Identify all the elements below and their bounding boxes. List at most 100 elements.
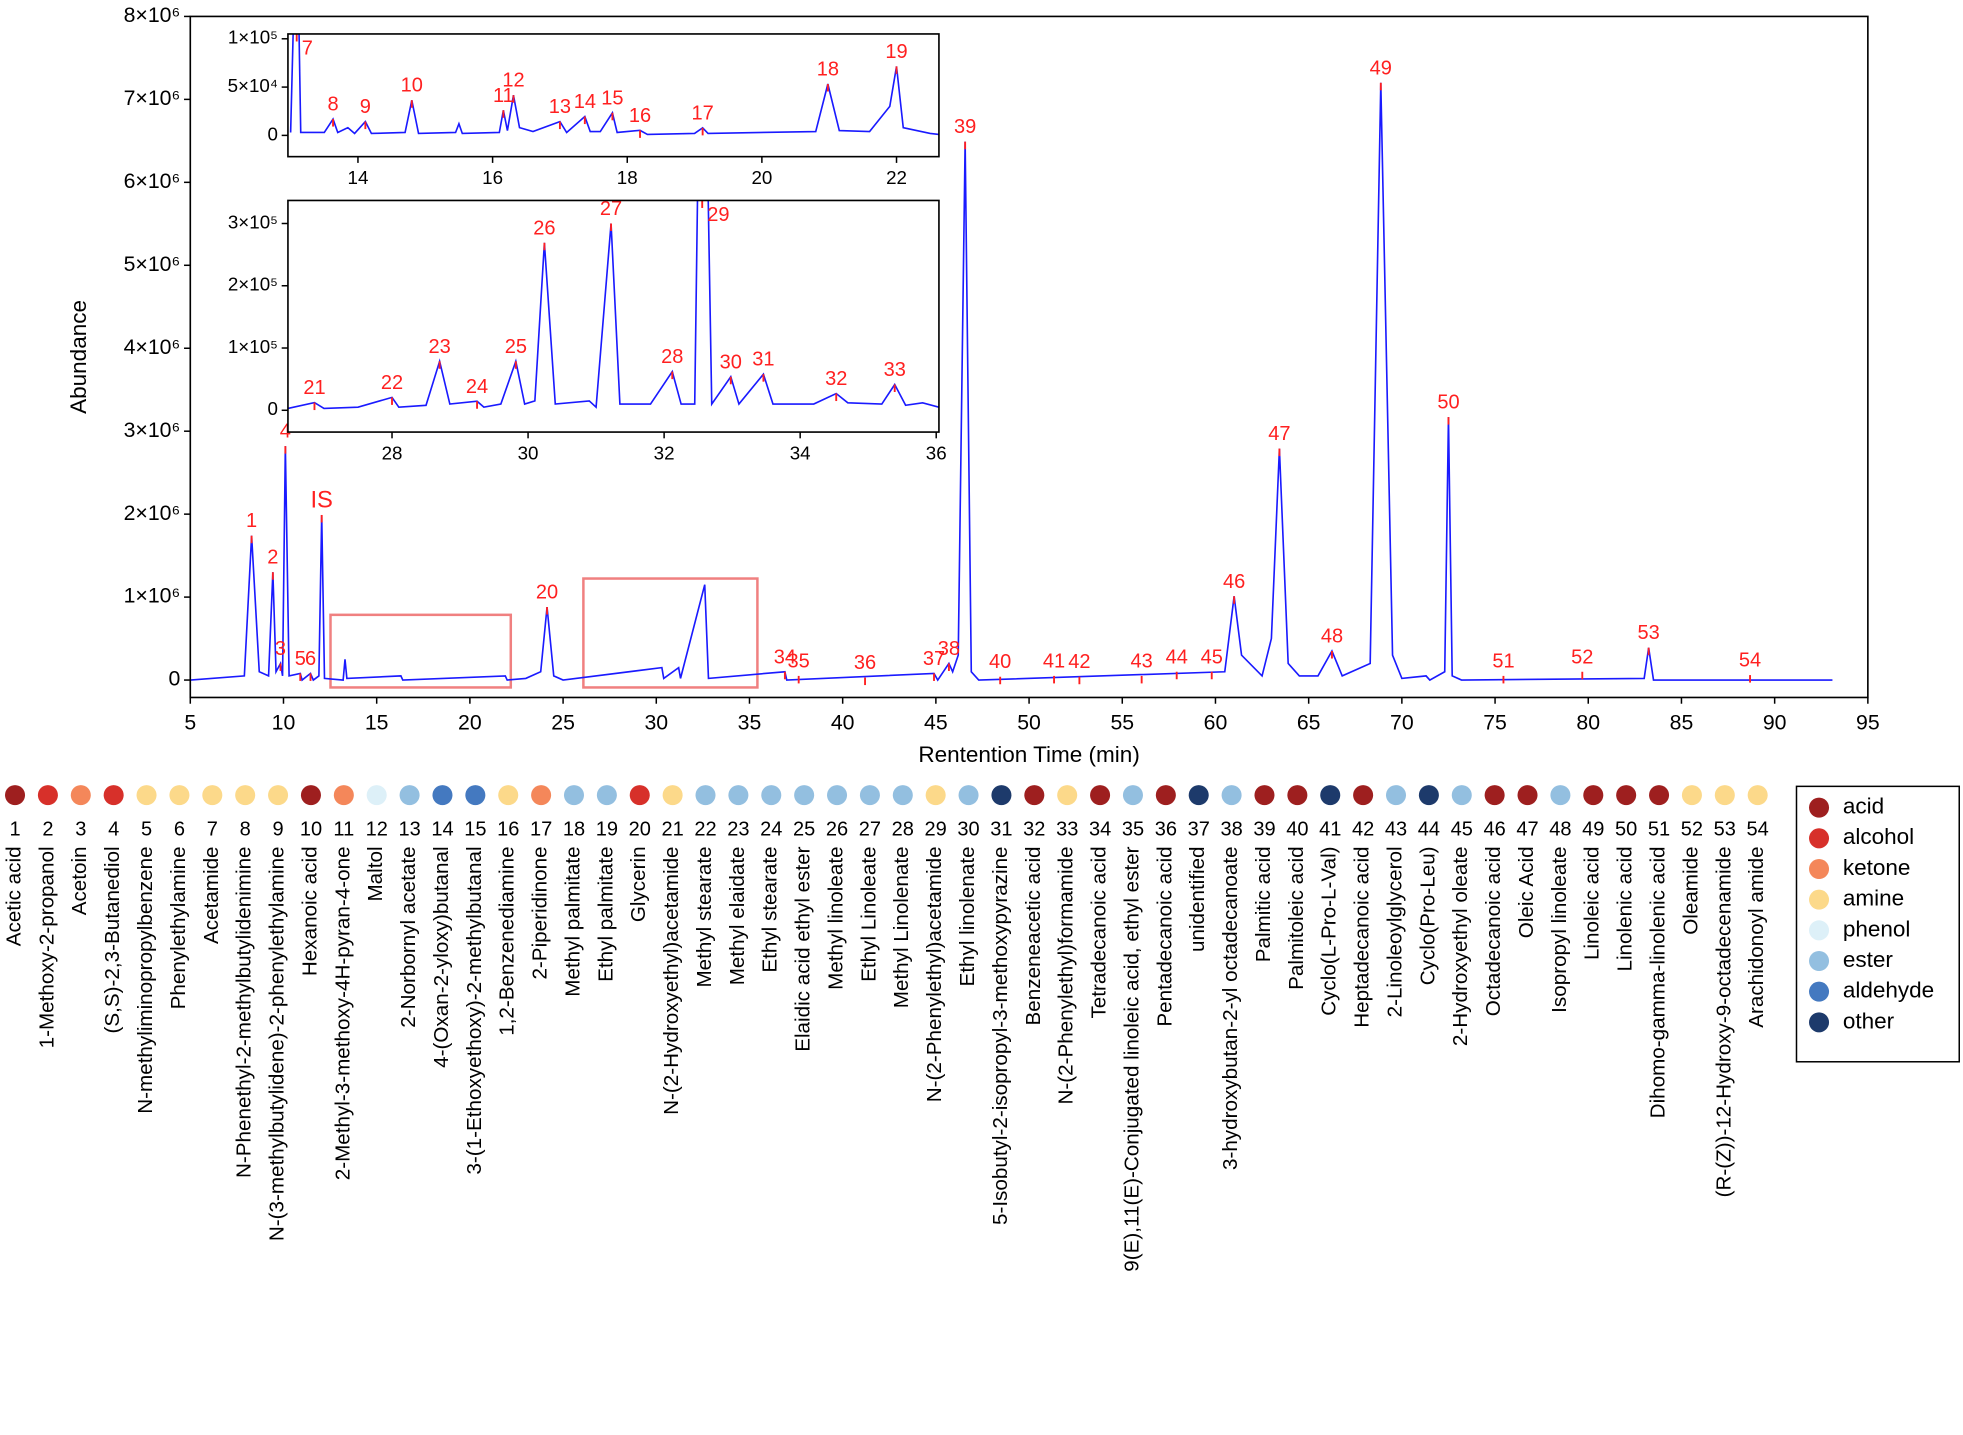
class-dot: [1254, 785, 1275, 806]
x-tick-label: 90: [1763, 710, 1787, 734]
x-tick-label: 10: [272, 710, 296, 734]
compound-name: Acetoin: [68, 846, 91, 915]
class-dot: [1287, 785, 1308, 806]
compound-name: Glycerin: [627, 846, 650, 922]
x-tick-label: 16: [482, 167, 503, 188]
compound-number: 23: [727, 818, 749, 840]
x-tick-label: 55: [1110, 710, 1134, 734]
peak-label: 38: [938, 638, 960, 660]
class-dot: [1714, 785, 1735, 806]
compound-number: 22: [694, 818, 716, 840]
compound-name: Elaidic acid ethyl ester: [792, 846, 815, 1051]
compound-name: Acetamide: [200, 846, 223, 944]
compound-name: Palmitic acid: [1252, 846, 1275, 962]
legend-marker: [1809, 1012, 1830, 1033]
compound-number: 7: [207, 818, 218, 840]
compound-number: 19: [596, 818, 618, 840]
compound-name: Hexanoic acid: [298, 846, 321, 976]
compound-number: 15: [464, 818, 486, 840]
class-dot: [958, 785, 979, 806]
peak-label: 21: [303, 377, 325, 399]
peak-label: 16: [629, 105, 651, 127]
compound-number: 43: [1385, 818, 1407, 840]
inset-chart: 0 1×10⁵ 2×10⁵ 3×10⁵ 28 30 32 34 36 21 22 23 24 25 26 27…: [228, 198, 947, 464]
compound-name: Ethyl Linoleate: [857, 846, 880, 981]
y-tick-label: 2×10⁵: [228, 274, 278, 295]
compound-number: 24: [760, 818, 782, 840]
peak-label: 10: [401, 75, 423, 97]
compound-number: 29: [925, 818, 947, 840]
compound-number: 1: [9, 818, 20, 840]
class-dot: [1353, 785, 1374, 806]
peak-label: 43: [1131, 650, 1153, 672]
peak-label: 7: [302, 37, 313, 59]
compound-number: 38: [1220, 818, 1242, 840]
y-tick-label: 0: [168, 667, 180, 691]
compound-number: 54: [1747, 818, 1769, 840]
compound-name: Arachidonoyl amide: [1745, 846, 1768, 1027]
peak-label: 48: [1321, 626, 1343, 648]
compound-number: 8: [240, 818, 251, 840]
compound-number: 40: [1286, 818, 1308, 840]
peak-label: 5: [295, 648, 306, 670]
class-dot: [1616, 785, 1637, 806]
peak-label: 41: [1043, 650, 1065, 672]
peak-label: 49: [1370, 57, 1392, 79]
x-tick-label: 30: [518, 443, 539, 464]
peak-label: 19: [885, 41, 907, 63]
class-dot: [827, 785, 848, 806]
peak-label: 25: [505, 336, 527, 358]
peak-label: 8: [327, 94, 338, 116]
peak-label: 34: [774, 646, 796, 668]
y-tick-label: 4×10⁶: [124, 335, 181, 359]
x-tick-label: 18: [617, 167, 638, 188]
x-tick-label: 34: [790, 443, 811, 464]
compound-number: 18: [563, 818, 585, 840]
compound-name: Ethyl palmitate: [594, 846, 617, 981]
peak-label: 52: [1571, 646, 1593, 668]
peak-label: 15: [601, 87, 623, 109]
legend-marker: [1809, 797, 1830, 818]
compound-number: 45: [1451, 818, 1473, 840]
y-tick-label: 8×10⁶: [124, 3, 181, 27]
compound-name: 3-hydroxybutan-2-yl octadecanoate: [1219, 846, 1242, 1170]
compound-number: 11: [333, 818, 354, 840]
class-dot: [235, 785, 256, 806]
class-dot: [300, 785, 321, 806]
x-tick-label: 60: [1204, 710, 1228, 734]
compound-number: 30: [957, 818, 979, 840]
compound-name: Heptadecanoic acid: [1351, 846, 1374, 1027]
compound-name: 2-Methyl-3-methoxy-4H-pyran-4-one: [331, 846, 354, 1180]
compound-number: 26: [826, 818, 848, 840]
compound-name: Benzeneacetic acid: [1022, 846, 1045, 1025]
compound-name: Maltol: [364, 846, 387, 901]
trace-line: [190, 82, 1833, 682]
x-tick-label: 25: [551, 710, 575, 734]
compound-name: N-methyliminopropylbenzene: [134, 846, 157, 1113]
class-dot: [498, 785, 519, 806]
class-dot: [399, 785, 420, 806]
class-dot: [268, 785, 289, 806]
plot-frame: [189, 15, 1869, 699]
legend-label: acid: [1843, 794, 1884, 819]
legend-marker: [1809, 889, 1830, 910]
compound-name: Acetic acid: [2, 846, 25, 946]
peak-label: 27: [600, 198, 622, 220]
legend-label: alcohol: [1843, 824, 1914, 849]
class-dot: [1583, 785, 1604, 806]
compound-number: 44: [1418, 818, 1440, 840]
peak-label: 37: [923, 648, 945, 670]
compound-name: 2-Linoleoylglycerol: [1383, 846, 1406, 1017]
compound-name: Tetradecanoic acid: [1088, 846, 1111, 1018]
peak-label: 13: [549, 96, 571, 118]
class-dot: [1451, 785, 1472, 806]
compound-number: 10: [300, 818, 322, 840]
class-dot: [563, 785, 585, 806]
compound-name: N-(2-Phenylethyl)acetamide: [923, 846, 946, 1102]
compound-number: 51: [1648, 818, 1670, 840]
compound-number: 53: [1714, 818, 1736, 840]
x-axis-label: Rentention Time (min): [918, 742, 1139, 767]
peak-label: IS: [310, 486, 332, 513]
compound-number: 33: [1056, 818, 1078, 840]
